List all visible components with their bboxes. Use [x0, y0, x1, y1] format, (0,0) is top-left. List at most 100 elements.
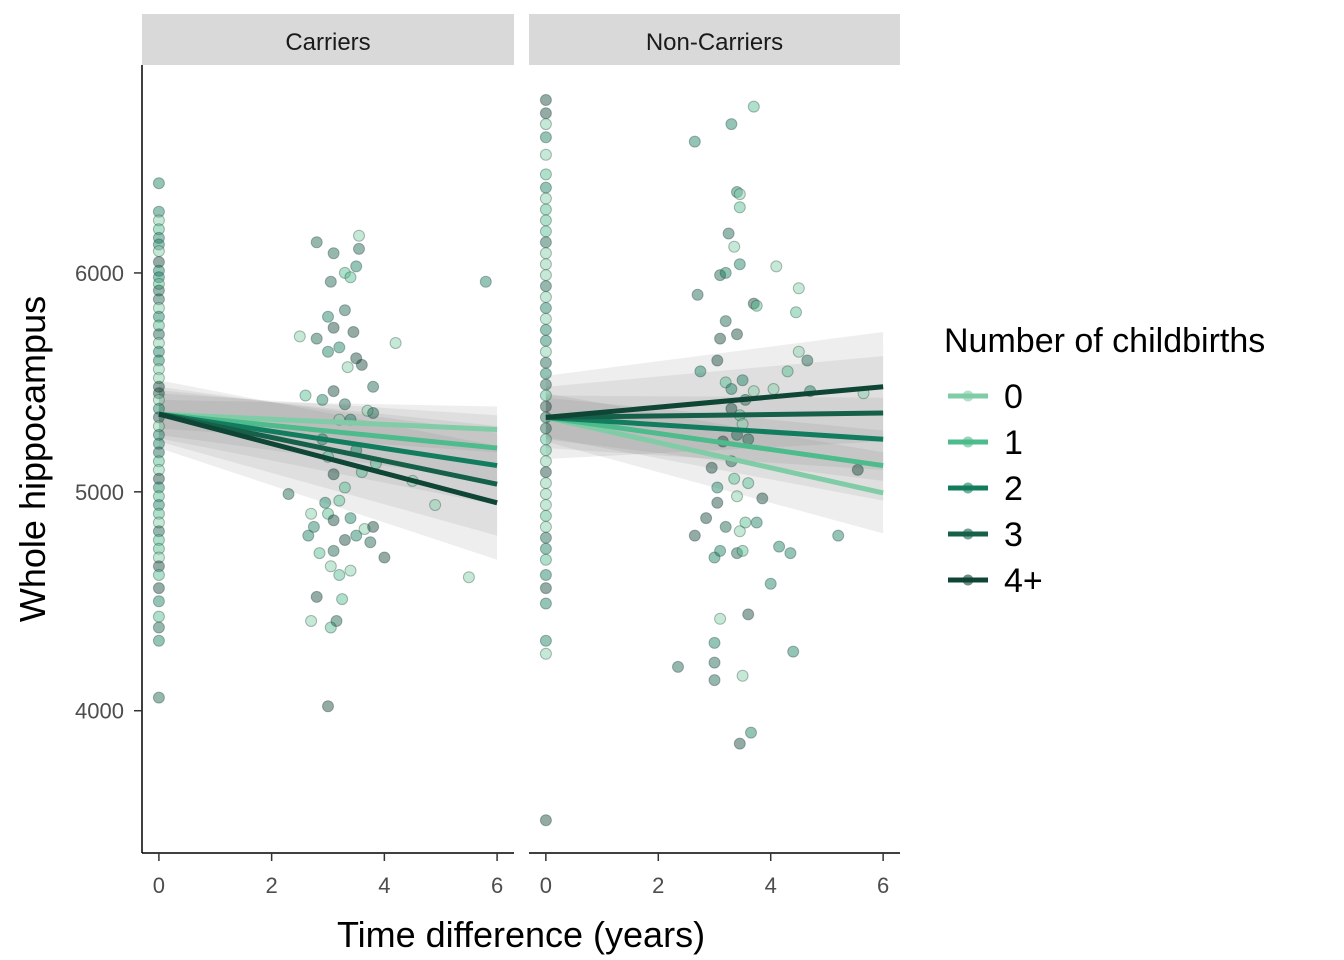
- data-point: [539, 118, 552, 131]
- data-point: [539, 181, 552, 194]
- data-point: [338, 304, 351, 317]
- data-point: [539, 131, 552, 144]
- data-point: [152, 420, 165, 433]
- data-point: [711, 496, 724, 509]
- data-point: [152, 310, 165, 323]
- legend-label-0: 0: [1004, 378, 1023, 416]
- y-tick-label: 4000: [75, 699, 124, 724]
- data-point: [367, 407, 380, 419]
- x-tick-label: 6: [491, 873, 503, 898]
- data-point: [539, 433, 552, 446]
- legend-point-1: [962, 436, 974, 448]
- data-point: [719, 376, 732, 389]
- data-point: [539, 168, 552, 181]
- data-point: [152, 610, 165, 623]
- fit-line-4plus: [545, 384, 884, 420]
- legend-point-3: [962, 528, 974, 540]
- data-point: [152, 472, 165, 485]
- fit-line-4plus: [158, 411, 498, 506]
- data-point: [539, 647, 552, 660]
- data-point: [736, 374, 749, 387]
- data-point: [152, 177, 165, 190]
- data-point: [725, 118, 738, 131]
- data-point: [539, 520, 552, 533]
- data-point: [347, 326, 360, 338]
- data-point: [719, 520, 732, 533]
- data-point: [731, 490, 743, 503]
- data-point: [350, 529, 363, 542]
- strip-background: [142, 14, 514, 65]
- data-point: [539, 236, 552, 249]
- data-point: [736, 544, 749, 557]
- data-point: [367, 520, 380, 533]
- data-point: [756, 492, 769, 505]
- data-point: [728, 472, 741, 485]
- data-point: [353, 242, 365, 255]
- data-point: [152, 534, 165, 546]
- data-point: [539, 280, 552, 293]
- data-point: [747, 100, 760, 113]
- data-points: [152, 177, 492, 713]
- data-point: [539, 312, 552, 325]
- data-point: [341, 361, 354, 374]
- fit-line-1: [545, 414, 884, 469]
- data-point: [152, 463, 165, 476]
- data-point: [539, 466, 552, 479]
- data-point: [152, 245, 165, 258]
- data-point: [539, 269, 552, 282]
- data-point: [152, 256, 165, 268]
- data-point: [152, 634, 165, 647]
- data-point: [152, 238, 165, 251]
- data-point: [152, 428, 165, 441]
- data-point: [539, 814, 552, 827]
- data-point: [305, 615, 318, 627]
- data-point: [711, 481, 724, 494]
- data-point: [152, 284, 165, 297]
- data-point: [781, 365, 794, 378]
- data-point: [310, 332, 323, 345]
- data-point: [539, 302, 552, 314]
- data-point: [539, 367, 552, 380]
- data-point: [539, 203, 552, 216]
- data-point: [324, 275, 337, 288]
- x-tick-label: 2: [652, 873, 664, 898]
- data-point: [324, 621, 337, 634]
- data-point: [539, 107, 552, 120]
- data-point: [539, 400, 552, 413]
- data-point: [539, 634, 552, 647]
- x-tick-label: 2: [266, 873, 278, 898]
- data-point: [462, 571, 475, 584]
- data-point: [750, 299, 763, 312]
- data-point: [539, 94, 552, 106]
- data-point: [344, 564, 357, 577]
- data-point: [319, 496, 332, 509]
- data-point: [539, 488, 552, 500]
- data-point: [792, 345, 805, 358]
- data-point: [750, 516, 763, 529]
- data-point: [338, 398, 351, 411]
- data-point: [688, 529, 701, 542]
- data-points: [539, 94, 870, 827]
- data-point: [747, 297, 760, 310]
- data-point: [344, 271, 357, 284]
- data-point: [152, 525, 165, 538]
- fit-line-2: [158, 411, 498, 469]
- data-point: [539, 499, 552, 511]
- data-point: [719, 315, 732, 328]
- data-point: [539, 531, 552, 544]
- data-point: [152, 302, 165, 314]
- data-point: [733, 188, 746, 201]
- data-point: [539, 214, 552, 227]
- data-point: [152, 582, 165, 595]
- data-point: [152, 499, 165, 511]
- data-point: [767, 383, 780, 395]
- data-point: [539, 509, 552, 522]
- data-point: [361, 404, 374, 417]
- strip-label-carriers: Carriers: [285, 29, 370, 56]
- data-point: [539, 345, 552, 358]
- data-point: [700, 512, 713, 525]
- data-point: [539, 542, 552, 555]
- data-point: [333, 341, 346, 354]
- data-point: [742, 433, 755, 446]
- data-point: [327, 544, 340, 557]
